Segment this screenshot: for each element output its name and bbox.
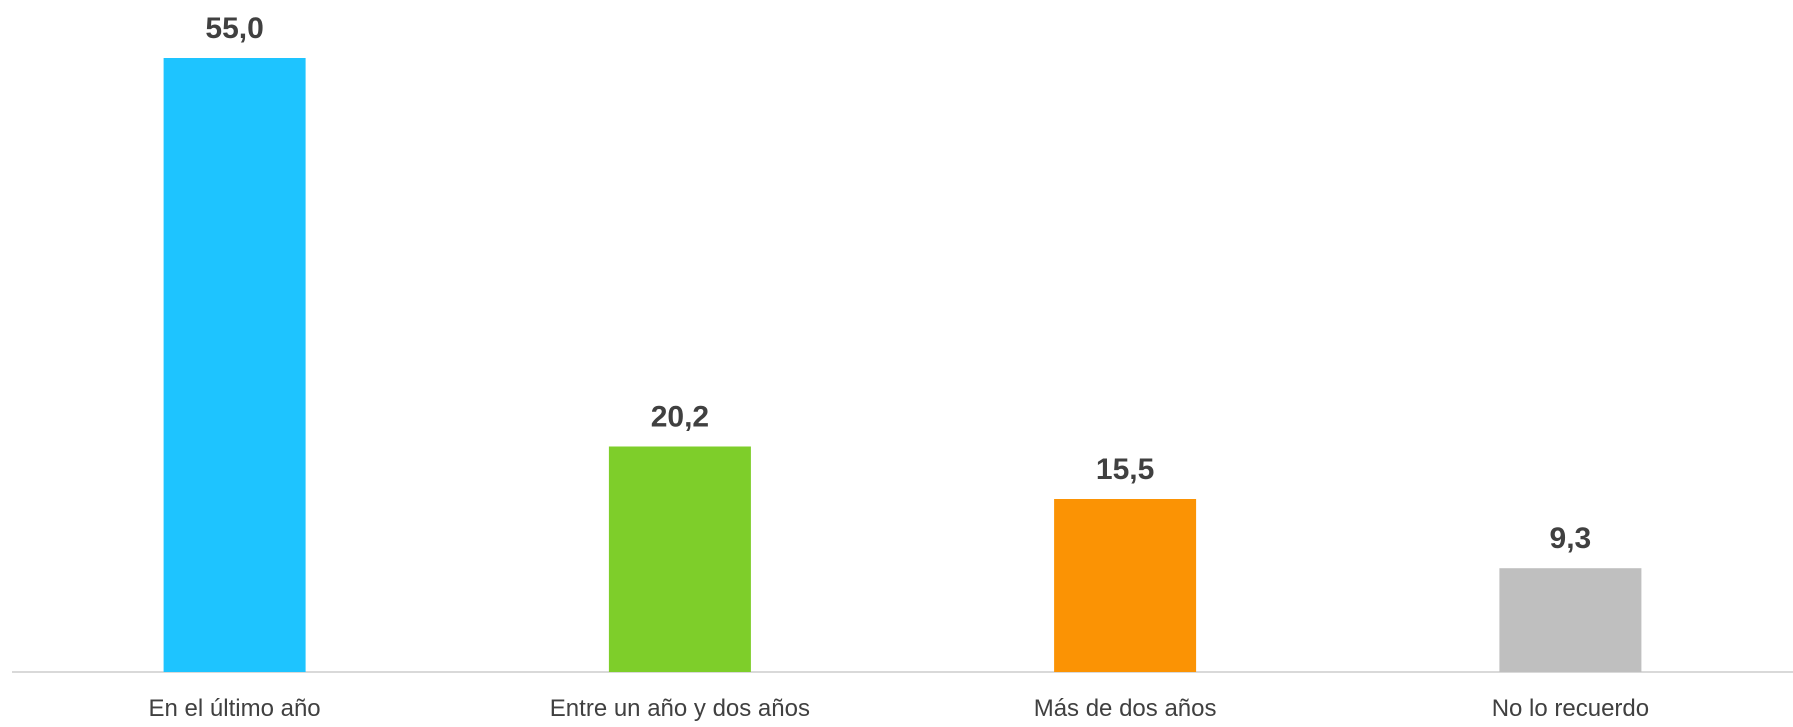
bar-4	[1499, 568, 1642, 672]
category-label-3: Más de dos años	[1034, 695, 1217, 722]
category-label-2: Entre un año y dos años	[550, 695, 810, 722]
value-label-3: 15,5	[1096, 453, 1154, 486]
bar-3	[1054, 499, 1197, 672]
value-label-2: 20,2	[651, 401, 709, 434]
category-label-1: En el último año	[149, 695, 321, 722]
value-labels-group: 55,0 20,2 15,5 9,3	[205, 12, 1591, 555]
bar-2	[608, 446, 751, 672]
bars-group	[163, 58, 1642, 672]
value-label-1: 55,0	[205, 12, 263, 45]
category-labels-group: En el último año Entre un año y dos años M…	[149, 695, 1650, 722]
category-label-4: No lo recuerdo	[1492, 695, 1649, 722]
value-label-4: 9,3	[1550, 522, 1592, 555]
bar-1	[163, 58, 306, 672]
